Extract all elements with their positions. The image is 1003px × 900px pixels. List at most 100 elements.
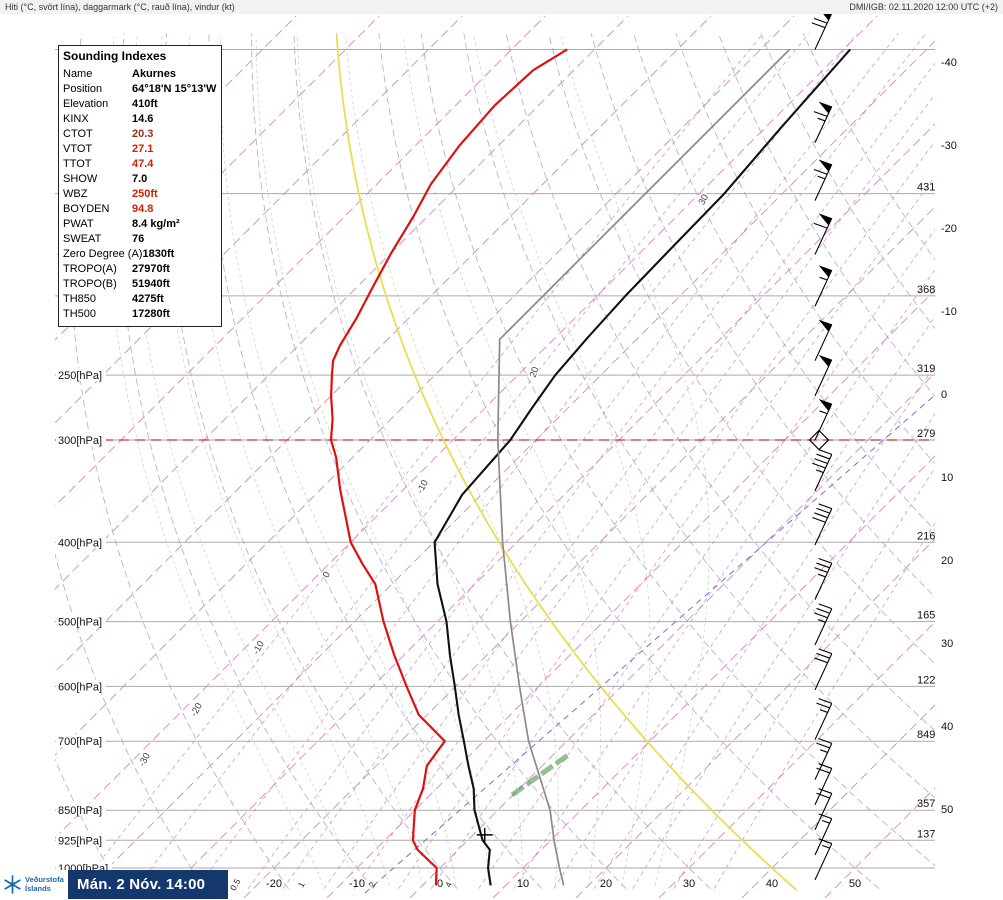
standard_atmosphere_c-curve [496, 48, 791, 886]
mixing-ratio-label: 1 [296, 880, 307, 889]
index-label: Zero Degree (A) [63, 248, 143, 260]
right-height-label: 431 [917, 182, 935, 194]
mixing-ratio-label: 2 [367, 880, 378, 889]
index-value: 20.3 [132, 128, 154, 140]
index-row: KINX 14.6 [59, 112, 221, 127]
index-value: 51940ft [132, 278, 170, 290]
index-value: 8.4 kg/m² [132, 218, 180, 230]
right-temp-label: 40 [941, 721, 953, 733]
top-caption-bar: Hiti (°C, svört lína), daggarmark (°C, r… [0, 0, 1003, 14]
temp-axis-label: 20 [600, 878, 612, 890]
temp-axis-label: 0 [437, 878, 443, 890]
index-value: 27970ft [132, 263, 170, 275]
right-temp-label: -20 [941, 223, 957, 235]
index-row: Position 64°18'N 15°13'W [59, 82, 221, 97]
index-row: Elevation 410ft [59, 97, 221, 112]
index-label: TROPO(A) [63, 263, 117, 275]
temp-axis-label: -20 [266, 878, 282, 890]
index-label: KINX [63, 113, 89, 125]
index-label: Position [63, 83, 103, 95]
temp-axis-label: 50 [849, 878, 861, 890]
index-row: TH500 17280ft [59, 307, 221, 322]
right-temp-label: -30 [941, 140, 957, 152]
index-label: TTOT [63, 158, 92, 170]
index-label: BOYDEN [63, 203, 110, 215]
index-row: Name Akurnes [59, 67, 221, 82]
index-value: 7.0 [132, 173, 148, 185]
valid-time-label: Mán. 2 Nóv. 14:00 [77, 876, 206, 893]
index-value: 64°18'N 15°13'W [132, 83, 217, 95]
index-value: 14.6 [132, 113, 154, 125]
temp-axis-label: 40 [766, 878, 778, 890]
pressure-axis-label: 500[hPa] [58, 617, 102, 629]
right-height-label: 216 [917, 530, 935, 542]
pressure-axis-label: 250[hPa] [58, 370, 102, 382]
dewpoint_c-curve [329, 48, 568, 886]
pressure-axis-label: 300[hPa] [58, 435, 102, 447]
snowflake-logo-icon [4, 875, 21, 894]
right-temp-label: 10 [941, 472, 953, 484]
right-height-label: 849 [917, 729, 935, 741]
vedurstofa-logo: Veðurstofa Íslands [0, 870, 68, 899]
wind-barbs [808, 8, 833, 881]
index-label: TROPO(B) [63, 278, 117, 290]
index-value: 250ft [132, 188, 158, 200]
index-value: 76 [132, 233, 145, 245]
right-temp-label: -10 [941, 306, 957, 318]
index-value: 17280ft [132, 308, 170, 320]
grid-line-label: -10 [251, 639, 267, 656]
index-row: Zero Degree (A)1830ft [59, 247, 221, 262]
logo-line1: Veðurstofa [25, 874, 64, 884]
index-value: 27.1 [132, 143, 154, 155]
temp-axis-label: 30 [683, 878, 695, 890]
right-height-label: 122 [917, 674, 935, 686]
index-row: VTOT 27.1 [59, 142, 221, 157]
index-row: CTOT 20.3 [59, 127, 221, 142]
right-height-label: 137 [917, 828, 935, 840]
index-value: 410ft [132, 98, 158, 110]
right-temp-label: 30 [941, 638, 953, 650]
right-temp-label: -40 [941, 57, 957, 69]
index-label: Elevation [63, 98, 109, 110]
index-label: SHOW [63, 173, 98, 185]
temp-axis-label: -10 [349, 878, 365, 890]
index-label: Name [63, 68, 93, 80]
chart-legend-caption: Hiti (°C, svört lína), daggarmark (°C, r… [5, 2, 235, 12]
right-height-label: 279 [917, 428, 935, 440]
pressure-axis-label: 925[hPa] [58, 835, 102, 847]
pressure-axis-label: 600[hPa] [58, 681, 102, 693]
index-label: TH850 [63, 293, 97, 305]
index-row: SHOW 7.0 [59, 172, 221, 187]
index-row: TROPO(A) 27970ft [59, 262, 221, 277]
index-value: 47.4 [132, 158, 154, 170]
index-label: VTOT [63, 143, 93, 155]
index-label: CTOT [63, 128, 93, 140]
mixing-ratio-label: 0.5 [228, 877, 243, 892]
logo-line2: Íslands [25, 883, 51, 893]
mixing-ratio-label: 4 [443, 880, 454, 889]
grid-line-label: -10 [415, 478, 431, 495]
index-label: SWEAT [63, 233, 102, 245]
pressure-axis-label: 700[hPa] [58, 736, 102, 748]
index-value: Akurnes [132, 68, 177, 80]
valid-time-bar: Mán. 2 Nóv. 14:00 [68, 870, 228, 899]
index-value: 1830ft [142, 248, 175, 260]
index-label: WBZ [63, 188, 88, 200]
right-temp-label: 50 [941, 804, 953, 816]
index-row: BOYDEN 94.8 [59, 202, 221, 217]
temperature_c-curve [433, 48, 851, 886]
sounding-curves [329, 35, 935, 894]
footer-bar: Veðurstofa Íslands Mán. 2 Nóv. 14:00 [0, 870, 228, 899]
right-height-label: 357 [917, 798, 935, 810]
model-run-caption: DMI/IGB: 02.11.2020 12:00 UTC (+2) [849, 2, 998, 12]
index-row: TROPO(B) 51940ft [59, 277, 221, 292]
index-row: WBZ 250ft [59, 187, 221, 202]
index-row: TTOT 47.4 [59, 157, 221, 172]
right-height-label: 368 [917, 284, 935, 296]
grid-line-label: -20 [189, 701, 205, 718]
pressure-axis-label: 850[hPa] [58, 805, 102, 817]
right-height-label: 165 [917, 610, 935, 622]
index-row: TH850 4275ft [59, 292, 221, 307]
indexes-rows: Name Akurnes Position 64°18'N 15°13'W Elevat… [59, 67, 221, 322]
